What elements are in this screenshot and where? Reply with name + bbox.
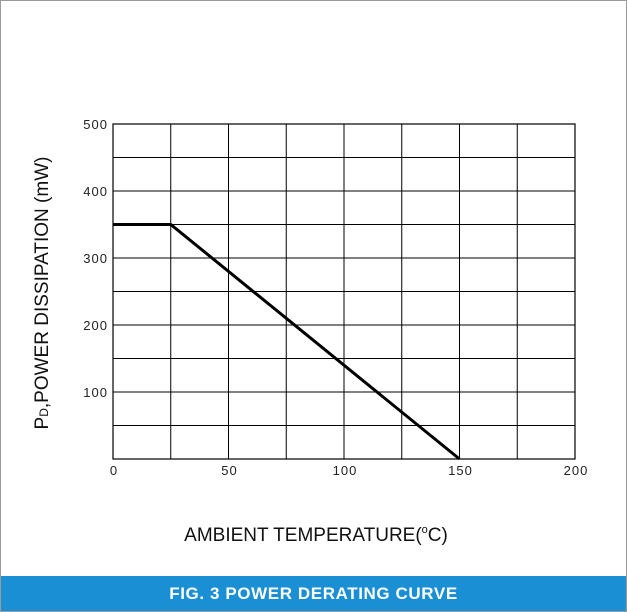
x-tick-label: 100: [333, 463, 358, 478]
y-tick-label: 400: [83, 184, 108, 199]
x-axis-title-text: AMBIENT TEMPERATURE: [184, 525, 415, 546]
y-axis-title: PD,POWER DISSIPATION (mW): [32, 157, 53, 430]
caption-bar: FIG. 3 POWER DERATING CURVE: [1, 576, 626, 611]
y-tick-label: 300: [83, 251, 108, 266]
curve-layer: [113, 223, 461, 461]
y-axis-title-text: ,POWER DISSIPATION (mW): [32, 157, 53, 409]
y-axis-title-symbol: P: [32, 417, 53, 430]
plot-border: [112, 123, 576, 460]
tick-labels: 0 50 100 150 200 100 200 300 400 500: [83, 117, 589, 478]
grid-layer: [112, 123, 576, 460]
x-tick-label: 200: [564, 463, 589, 478]
y-tick-label: 200: [83, 318, 108, 333]
x-axis-title: AMBIENT TEMPERATURE(oC): [184, 524, 448, 546]
figure-caption: FIG. 3 POWER DERATING CURVE: [169, 583, 458, 603]
y-axis-title-subscript: D: [37, 408, 51, 417]
x-axis-unit-degree: o: [422, 524, 428, 536]
x-axis-unit-close: C): [428, 525, 448, 546]
derating-curve: [113, 223, 461, 461]
x-tick-label: 0: [110, 463, 118, 478]
y-tick-label: 100: [83, 385, 108, 400]
x-axis-unit-open: (: [415, 525, 422, 546]
x-tick-label: 150: [448, 463, 473, 478]
y-tick-label: 500: [83, 117, 108, 132]
x-tick-label: 50: [221, 463, 237, 478]
